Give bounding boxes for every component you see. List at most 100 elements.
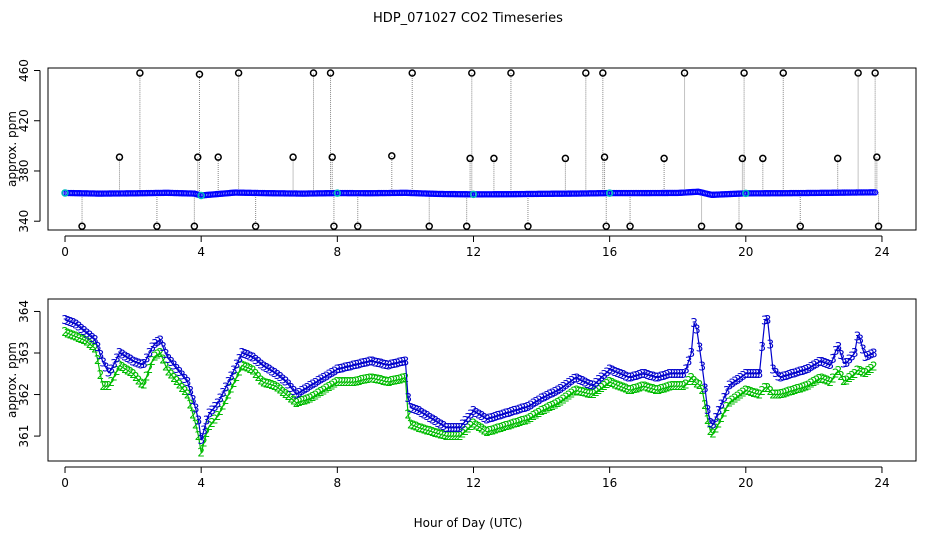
series-3-point-label: 3: [840, 356, 848, 370]
top-x-tick-label: 12: [466, 245, 481, 259]
series-3-point-label: 3: [124, 351, 132, 365]
series-3-point-label: 3: [788, 367, 796, 381]
series-2-point-label: 2: [440, 428, 448, 442]
series-2-point-label: 2: [225, 388, 233, 402]
series-2-point-label: 2: [107, 375, 115, 389]
series-2-point-label: 2: [538, 404, 546, 418]
series-2-point-label: 2: [717, 411, 725, 425]
series-2-point-label: 2: [442, 429, 450, 443]
spike-point: [561, 154, 570, 163]
series-2-point-label: 2: [581, 386, 589, 400]
series-3-point-label: 3: [810, 358, 818, 372]
series-2-point-label: 2: [135, 373, 143, 387]
series-3-point-label: 3: [600, 368, 608, 382]
series-3-point-label: 3: [500, 407, 508, 421]
series-3-point-label: 3: [372, 355, 380, 369]
series-3-point-label: 3: [284, 378, 292, 392]
series-3-point-label: 3: [246, 349, 254, 363]
series-3-point-label: 3: [511, 404, 519, 418]
series-3-point-label: 3: [658, 370, 666, 384]
series-3-point-label: 3: [813, 357, 821, 371]
series-2-point-label: 2: [206, 419, 214, 433]
series-3-point-label: 3: [679, 367, 687, 381]
series-3-point-label: 3: [170, 358, 178, 372]
series-3-point-label: 3: [865, 349, 873, 363]
series-2-point-label: 2: [252, 367, 260, 381]
highlight-point: [469, 190, 478, 199]
spike-point: [153, 222, 161, 230]
series-3-point-label: 3: [380, 357, 388, 371]
series-2-point-label: 2: [366, 371, 374, 385]
series-3-point-label: 3: [151, 337, 159, 351]
spike-point: [326, 69, 335, 77]
series-2-point-label: 2: [791, 383, 799, 397]
spike-point: [600, 153, 609, 161]
spike-point: [78, 222, 86, 230]
series-3-point-label: 3: [519, 402, 527, 416]
bottom-panel: 2222222222222222222222222222222222222222…: [5, 298, 917, 490]
series-2-point-label: 2: [61, 325, 69, 339]
series-3-point-label: 3: [227, 369, 235, 383]
series-2-point-label: 2: [502, 419, 510, 433]
series-3-point-label: 3: [317, 373, 325, 387]
series-2-point-label: 2: [639, 380, 647, 394]
series-2-point-label: 2: [331, 377, 339, 391]
series-2-point-label: 2: [432, 426, 440, 440]
series-3-point-label: 3: [369, 355, 377, 369]
series-3-point-label: 3: [617, 367, 625, 381]
spike-point: [779, 69, 787, 77]
series-2-point-label: 2: [246, 362, 254, 376]
series-3-point-label: 3: [775, 369, 783, 383]
series-3-point-label: 3: [383, 358, 391, 372]
series-2-point-label: 2: [208, 416, 216, 430]
series-2-point-label: 2: [685, 374, 693, 388]
series-3-point-label: 3: [668, 367, 676, 381]
series-3-point-label: 3: [570, 372, 578, 386]
series-3-point-label: 3: [737, 371, 745, 385]
series-3-point-label: 3: [701, 381, 709, 395]
series-3-point-label: 3: [233, 358, 241, 372]
series-3-point-label: 3: [61, 313, 69, 327]
series-3-point-label: 3: [628, 371, 636, 385]
series-2-point-label: 2: [734, 389, 742, 403]
series-3-point-label: 3: [211, 400, 219, 414]
series-3-point-label: 3: [551, 385, 559, 399]
spike-point: [466, 154, 474, 163]
series-2-point-label: 2: [178, 381, 186, 395]
series-3-point-label: 3: [726, 379, 734, 393]
spike-point: [740, 69, 748, 77]
series-3-point-label: 3: [298, 384, 306, 398]
series-2-point-label: 2: [86, 337, 94, 351]
spike-point: [328, 153, 336, 161]
series-2-point-label: 2: [369, 371, 377, 385]
series-3-point-label: 3: [805, 362, 813, 376]
series-2-point-label: 2: [775, 388, 783, 402]
highlight-point: [605, 189, 614, 197]
series-2-point-label: 2: [429, 425, 437, 439]
series-3-point-label: 3: [756, 367, 764, 381]
series-2-point-label: 2: [159, 353, 167, 367]
series-2-point-label: 2: [383, 375, 391, 389]
series-3-point-label: 3: [734, 373, 742, 387]
series-3-point-label: 3: [257, 357, 265, 371]
series-2-point-label: 2: [516, 415, 524, 429]
series-3-point-label: 3: [260, 359, 268, 373]
series-3-point-label: 3: [132, 355, 140, 369]
series-3-point-label: 3: [606, 363, 614, 377]
series-3-point-label: 3: [99, 356, 107, 370]
series-2-point-label: 2: [835, 364, 843, 378]
series-3-point-label: 3: [508, 405, 516, 419]
series-3-point-label: 3: [344, 360, 352, 374]
top-y-tick-label: 420: [17, 109, 31, 132]
series-2-point-label: 2: [641, 380, 649, 394]
series-2-point-label: 2: [756, 388, 764, 402]
highlight-point: [61, 189, 69, 197]
series-2-point-label: 2: [157, 346, 165, 360]
series-3-point-label: 3: [287, 381, 295, 395]
series-2-point-label: 2: [255, 370, 263, 384]
series-3-point-label: 3: [854, 329, 862, 343]
series-3-point-label: 3: [647, 369, 655, 383]
series-2-point-label: 2: [658, 382, 666, 396]
series-3-point-label: 3: [64, 314, 72, 328]
spike-point: [234, 69, 243, 77]
